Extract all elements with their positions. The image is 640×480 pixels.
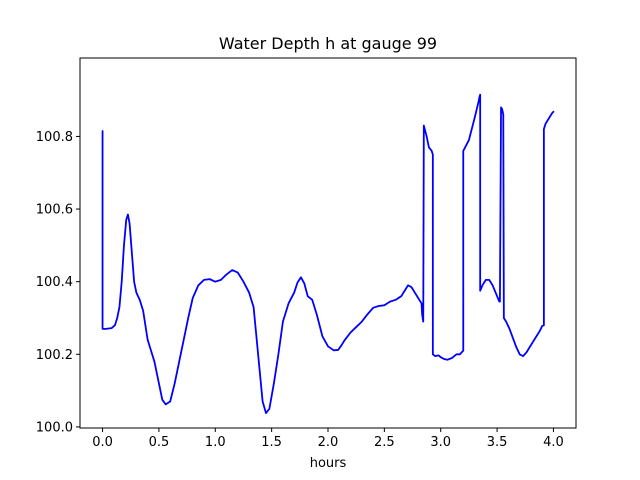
x-tick-label: 4.0 xyxy=(543,435,564,450)
y-tick-label: 100.8 xyxy=(36,130,73,145)
y-tick-label: 100.4 xyxy=(36,275,73,290)
y-tick-label: 100.0 xyxy=(36,420,73,435)
y-tick-label: 100.6 xyxy=(36,203,73,218)
chart-title: Water Depth h at gauge 99 xyxy=(219,34,437,53)
x-tick-label: 1.0 xyxy=(205,435,226,450)
x-tick-label: 1.5 xyxy=(261,435,282,450)
x-tick-label: 3.0 xyxy=(430,435,451,450)
x-axis-label: hours xyxy=(310,456,347,471)
series-line-0 xyxy=(101,93,555,415)
x-tick-label: 0.0 xyxy=(92,435,113,450)
x-tick-label: 3.5 xyxy=(487,435,508,450)
x-tick-label: 0.5 xyxy=(149,435,170,450)
x-tick-label: 2.5 xyxy=(374,435,395,450)
x-axis: 0.0 0.5 1.0 1.5 2.0 2.5 3.0 3.5 4.0 xyxy=(92,428,564,450)
y-tick-label: 100.2 xyxy=(36,348,73,363)
x-tick-label: 2.0 xyxy=(318,435,339,450)
y-axis: 100.0 100.2 100.4 100.6 100.8 xyxy=(36,130,80,435)
